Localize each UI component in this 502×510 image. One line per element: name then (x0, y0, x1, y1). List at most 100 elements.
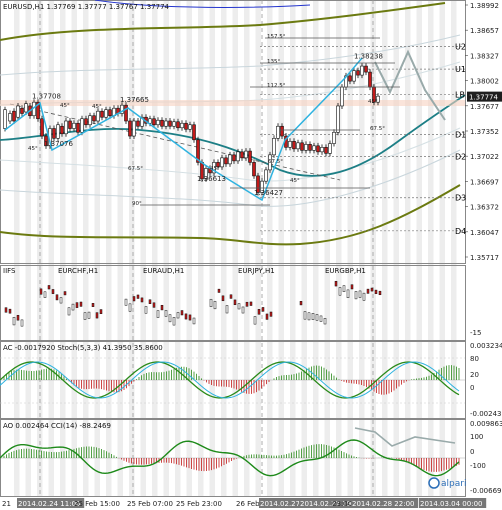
candle-body (128, 120, 132, 137)
candle-body (324, 147, 328, 154)
candle-body (16, 105, 20, 118)
inner-band-upper (0, 34, 461, 76)
swing-label: 1.36427 (254, 189, 283, 197)
ao-right-label: -100 (470, 462, 486, 470)
angle-label: 67.5° (128, 166, 143, 172)
angle-label: 135° (267, 59, 280, 65)
candle-body (348, 75, 352, 82)
candle-body (196, 139, 200, 163)
mini-candle (16, 315, 20, 321)
time-band (83, 0, 89, 497)
mini-candle (63, 291, 67, 296)
candle-body (40, 118, 44, 137)
candle-body (24, 103, 28, 113)
mini-candle (362, 292, 366, 301)
candle-body (3, 109, 7, 129)
time-band (393, 0, 399, 497)
time-band (209, 0, 215, 497)
mini-candle (160, 304, 164, 311)
mini-candle (265, 313, 269, 320)
time-band (25, 0, 31, 497)
ao-right-label: -0.006696 (470, 487, 502, 495)
mini-candle (366, 288, 370, 294)
candle-body (268, 154, 272, 171)
candle-body (180, 122, 184, 129)
mini-candle (156, 310, 160, 318)
mini-candle (249, 301, 253, 306)
mini-candle (79, 301, 83, 307)
price-tick-label: 1.36697 (470, 178, 499, 186)
candle-body (336, 105, 340, 133)
angle-label: 157.5° (267, 34, 286, 40)
level-label-u2: U2 (455, 43, 466, 52)
mini-candle (350, 284, 354, 290)
ao-panel-title: AO 0.002464 CCI(14) -88.2469 (3, 422, 111, 430)
time-label: 21 (2, 500, 11, 508)
level-label-d3: D3 (455, 194, 466, 203)
mini-candle (75, 302, 79, 308)
candle-body (192, 124, 196, 141)
mini-candle (55, 294, 59, 301)
candle-body (44, 135, 48, 147)
candle-body (168, 120, 172, 127)
mini-candle (209, 298, 213, 307)
mini-title-0: IIFS (3, 267, 16, 275)
price-tick-label: 1.38992 (470, 2, 499, 10)
angle-label: 45° (28, 146, 38, 152)
mini-candle (47, 285, 51, 290)
logo-text: alpari (441, 479, 466, 489)
level-label-d1: D1 (455, 131, 466, 140)
current-price-label: 1.37774 (469, 94, 498, 102)
time-band (267, 0, 273, 497)
mini-candle (43, 291, 47, 298)
swing-label: 1.37076 (44, 140, 73, 148)
candle-body (248, 150, 252, 163)
candle-body (156, 119, 160, 126)
candle-body (244, 150, 248, 159)
price-tick-label: 1.37022 (470, 153, 499, 161)
upper-envelope (0, 2, 446, 41)
candle-body (276, 125, 280, 139)
time-band (175, 0, 181, 497)
time-band (163, 0, 169, 497)
mini-candle (303, 311, 307, 320)
ao-right-label: 0.009863 (470, 420, 502, 428)
mini-candle (87, 311, 91, 319)
candle-body (220, 157, 224, 168)
candle-body (340, 86, 344, 107)
candle-body (292, 141, 296, 150)
mini-candle (39, 288, 43, 295)
candle-body (176, 121, 180, 129)
time-band (71, 0, 77, 497)
candle-body (140, 116, 144, 127)
mini-candle (99, 309, 103, 314)
swing-line (4, 57, 363, 202)
candle-body (104, 109, 108, 118)
swing-label: 1.37708 (32, 93, 61, 101)
angle-label: 67.5° (268, 159, 283, 165)
ac-right-label: 0.003234 (470, 342, 502, 350)
time-band (48, 0, 54, 497)
mini-candle (241, 306, 245, 314)
angle-label: 45° (60, 103, 70, 109)
candle-body (164, 120, 168, 127)
time-band (94, 0, 100, 497)
time-label: 2014.03.04 00:00 (420, 500, 482, 508)
time-label: 25 Feb 15:00 (74, 500, 120, 508)
time-band (439, 0, 445, 497)
time-band (186, 0, 192, 497)
time-band (244, 0, 250, 497)
time-band (221, 0, 227, 497)
swing-label: 1.37665 (120, 96, 149, 104)
candle-body (320, 147, 324, 153)
time-band (140, 0, 146, 497)
mini-candle (221, 295, 225, 302)
mini-candle (233, 299, 237, 306)
swing-label: 1.38238 (354, 53, 383, 61)
mini-panel-frame (0, 265, 466, 341)
candle-body (332, 131, 336, 144)
mini-candle (188, 314, 192, 321)
mini-candle (338, 287, 342, 296)
time-label-bg (419, 498, 487, 508)
